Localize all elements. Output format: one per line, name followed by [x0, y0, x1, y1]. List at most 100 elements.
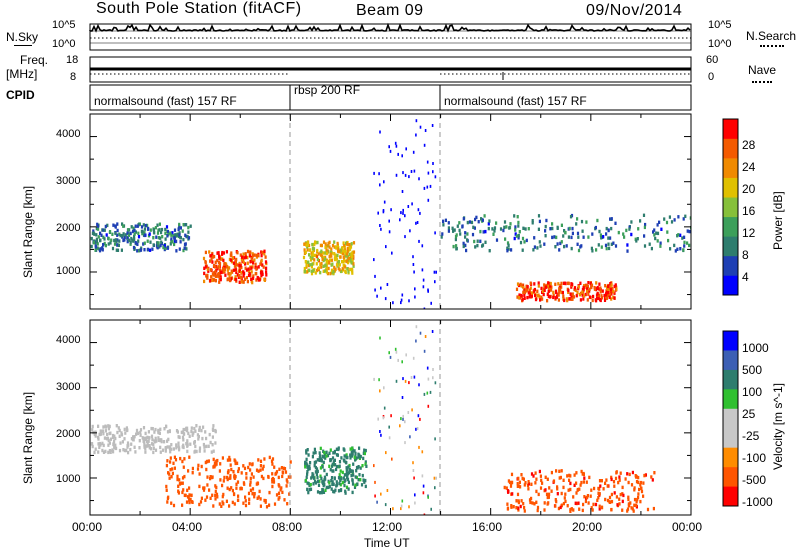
power-cell: [133, 234, 136, 239]
power-cell: [558, 290, 561, 294]
power-cell: [327, 266, 330, 271]
velocity-cell: [562, 478, 565, 482]
velocity-cell: [530, 472, 534, 476]
power-cell: [210, 275, 213, 279]
velocity-cell: [198, 425, 201, 430]
power-cell: [479, 229, 482, 234]
velocity-noise-cell: [379, 430, 381, 433]
power-cell: [156, 241, 159, 245]
velocity-cell: [200, 496, 203, 500]
power-cell: [240, 265, 243, 270]
power-cell: [581, 290, 584, 294]
power-cell: [576, 242, 579, 246]
velocity-cell: [339, 483, 342, 487]
vel-cbar-tick-m100: -100: [742, 451, 767, 465]
power-cell: [453, 228, 456, 232]
velocity-noise-cell: [395, 350, 398, 354]
power-noise-cell: [380, 227, 382, 231]
power-cell: [605, 290, 608, 295]
velocity-cell: [272, 480, 276, 484]
velocity-cell: [168, 446, 171, 451]
power-cell: [302, 255, 306, 260]
velocity-cell: [104, 425, 108, 429]
velocity-cell: [578, 487, 581, 491]
velocity-cell: [639, 499, 642, 504]
power-cell: [243, 256, 246, 260]
velocity-noise-cell: [400, 507, 402, 511]
velocity-cell: [316, 479, 320, 484]
power-cell: [175, 249, 178, 253]
power-cell: [534, 297, 538, 302]
velocity-axis-ticks: [89, 319, 692, 515]
power-cell: [351, 271, 354, 275]
velocity-cell: [152, 442, 155, 447]
power-cell: [683, 240, 686, 245]
power-cell: [565, 297, 568, 301]
velocity-cell: [519, 504, 522, 509]
power-cell: [143, 241, 146, 245]
date-label: 09/Nov/2014: [586, 2, 683, 19]
power-cell: [508, 226, 511, 230]
velocity-cell: [312, 482, 315, 486]
velocity-cell: [219, 478, 222, 482]
velocity-cell: [256, 496, 259, 500]
power-cell: [316, 248, 319, 253]
velocity-cell: [598, 479, 602, 483]
power-cell: [137, 231, 140, 235]
velocity-cell: [346, 477, 350, 482]
velocity-cell: [170, 447, 173, 451]
velocity-cell: [179, 456, 182, 461]
power-cell: [336, 253, 339, 258]
power-cell: [156, 246, 159, 250]
power-cell: [547, 281, 550, 285]
power-noise-cell: [402, 211, 404, 215]
velocity-cell: [146, 439, 149, 444]
power-cell: [138, 222, 141, 226]
velocity-cell: [332, 482, 335, 486]
power-cell: [517, 220, 520, 225]
station-title: South Pole Station (fitACF): [96, 0, 302, 17]
velocity-cell: [194, 444, 197, 449]
power-cell: [324, 269, 327, 273]
power-cell: [330, 271, 333, 275]
velocity-cell: [316, 490, 320, 494]
velocity-cell: [147, 439, 150, 443]
vel-cbar-tick-m1000: -1000: [742, 495, 773, 509]
power-cell: [164, 237, 167, 241]
power-cell: [582, 235, 585, 239]
power-noise-cell: [389, 149, 392, 153]
velocity-cell: [146, 435, 149, 440]
power-noise-cell: [400, 301, 402, 305]
power-cell: [100, 247, 103, 251]
power-cell: [260, 250, 263, 254]
velocity-cell: [108, 449, 111, 453]
power-cell: [350, 260, 353, 265]
power-cell: [599, 297, 602, 302]
power-cell: [116, 222, 119, 226]
power-cell: [126, 239, 129, 244]
power-cell: [141, 229, 144, 234]
velocity-cell: [618, 478, 621, 482]
power-cell: [613, 284, 616, 289]
velocity-cell: [319, 466, 322, 470]
velocity-cell: [187, 469, 190, 473]
velocity-colorbar-swatch: [723, 350, 738, 371]
velocity-cell: [343, 454, 346, 458]
velocity-cell: [523, 509, 526, 513]
power-cell: [637, 227, 640, 231]
xtick-2000: 20:00: [572, 520, 603, 534]
power-cell: [679, 247, 682, 251]
power-cell: [101, 246, 104, 250]
velocity-cell: [626, 472, 629, 476]
power-noise-cell: [374, 274, 376, 278]
power-cell: [577, 285, 580, 289]
velocity-cell: [237, 467, 240, 471]
power-cell: [346, 246, 349, 251]
power-cell: [244, 262, 247, 266]
power-cell: [656, 231, 660, 236]
velocity-cell: [118, 434, 121, 438]
velocity-cell: [351, 478, 354, 482]
power-cell: [311, 254, 314, 258]
velocity-cell: [242, 501, 245, 505]
velocity-cell: [236, 480, 240, 484]
